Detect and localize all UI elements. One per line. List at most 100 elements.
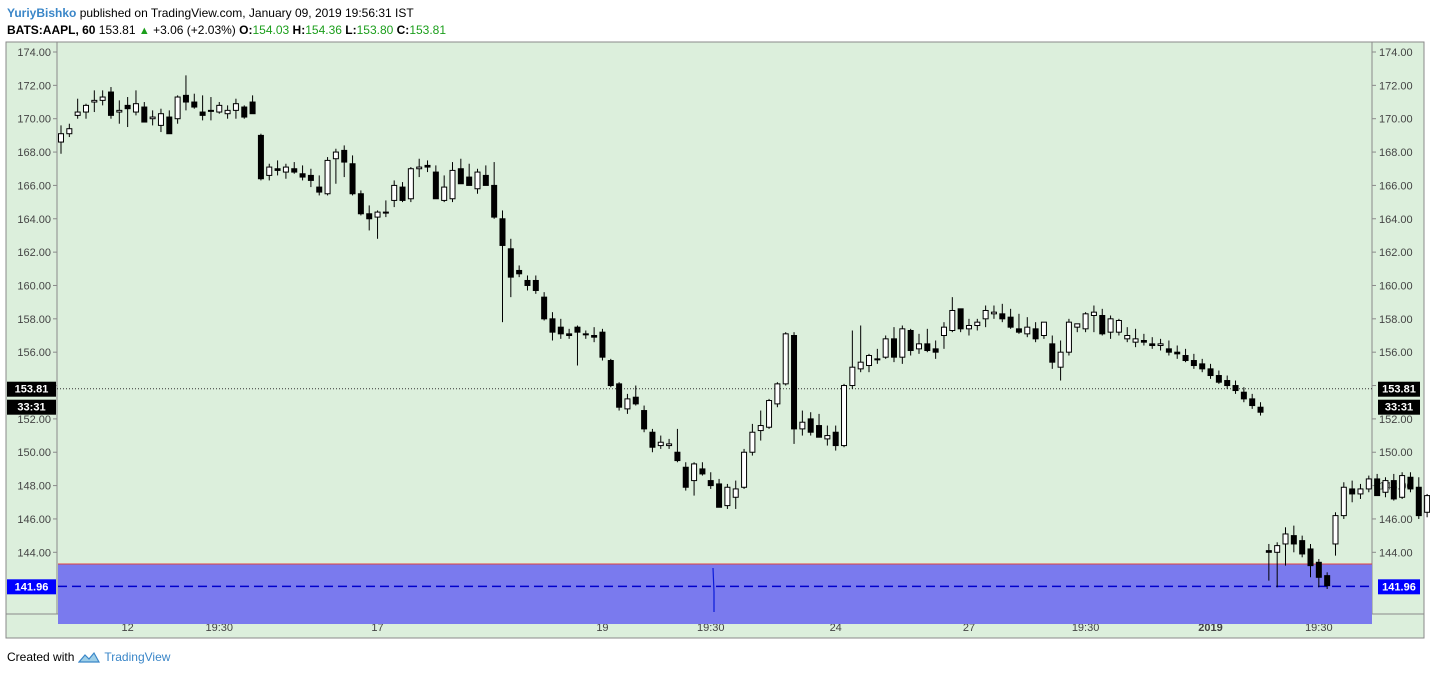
candle-body-down [791, 335, 798, 430]
low-value: 153.80 [356, 23, 394, 37]
candle-body-down [249, 101, 256, 115]
candle-body-up [149, 116, 156, 120]
x-tick-label: 17 [371, 622, 383, 634]
candle [349, 155, 356, 196]
candle [232, 98, 239, 119]
countdown-tag-left-bg [7, 399, 56, 415]
candlestick-chart[interactable]: 174.00 174.00 172.00 172.00 170.00 170.00 168.… [0, 0, 1430, 645]
candle [891, 327, 897, 363]
candle [1074, 323, 1081, 333]
candle-body-up [782, 333, 789, 385]
candle-body-down [482, 174, 489, 186]
candle [716, 478, 723, 508]
candle-body-up [666, 443, 673, 447]
candle [574, 325, 581, 366]
candle-body-down [1015, 328, 1022, 333]
candle [907, 328, 914, 356]
author-name[interactable]: YuriyBishko [7, 6, 77, 20]
candle-body-up [982, 309, 989, 320]
close-value: 153.81 [409, 23, 447, 37]
candle [557, 318, 564, 339]
candle [132, 90, 139, 116]
candle [841, 383, 848, 448]
candle-body-up [1124, 335, 1131, 340]
candle-body-down [1407, 476, 1414, 490]
candle [316, 175, 323, 196]
candle-body-down [574, 326, 581, 333]
candle-body-up [766, 400, 773, 428]
y-tick-label-right: 166.00 [1379, 180, 1413, 192]
candle-body-up [1399, 475, 1406, 498]
candle-body-down [141, 106, 148, 123]
candle-body-up [99, 96, 106, 101]
candle [982, 305, 989, 328]
candle-body-up [407, 168, 414, 200]
y-tick-label-left: 152.00 [17, 414, 51, 426]
candle-body-up [1024, 326, 1031, 335]
y-tick-label-left: 158.00 [17, 314, 51, 326]
candle-body-up [882, 338, 889, 358]
candle [1107, 315, 1114, 339]
candle-body-down [257, 134, 264, 180]
candle [166, 110, 173, 135]
candle-body-down [182, 94, 189, 103]
candle [66, 123, 73, 138]
candle [491, 162, 498, 219]
candle [1032, 322, 1039, 343]
candle [957, 308, 964, 333]
y-tick-label-right: 162.00 [1379, 247, 1413, 259]
candle-body-up [899, 328, 906, 358]
candle-body-down [1099, 314, 1106, 335]
candle-body-down [1165, 348, 1172, 353]
candle-body-down [599, 331, 606, 358]
candle [1415, 477, 1422, 519]
candle-body-up [965, 324, 972, 330]
candle [1382, 477, 1389, 498]
candle [1099, 308, 1106, 336]
candle-body-up [441, 186, 448, 201]
candle [1049, 335, 1056, 369]
candle [999, 303, 1006, 323]
candle-body-down [707, 480, 714, 487]
drawn-vertical-mark [712, 567, 715, 612]
candle-body-up [1107, 318, 1114, 333]
candle [216, 102, 223, 114]
countdown-tag-left-text: 33:31 [17, 402, 45, 414]
candle [507, 238, 514, 298]
candle-body-down [466, 176, 473, 186]
tradingview-brand[interactable]: TradingView [104, 650, 171, 664]
candle [182, 75, 189, 111]
y-tick-label-left: 172.00 [17, 80, 51, 92]
candle-body-down [1290, 535, 1297, 545]
candle-body-down [191, 101, 198, 108]
candle [674, 428, 681, 463]
candle [399, 182, 406, 203]
y-tick-label-left: 156.00 [17, 347, 51, 359]
candle-body-down [1190, 360, 1197, 367]
current-price-tag-right-text: 153.81 [1382, 384, 1416, 396]
candle-body-up [624, 398, 631, 410]
publish-header: YuriyBishko published on TradingView.com… [7, 5, 414, 21]
candle-body-down [424, 164, 431, 168]
candle [99, 90, 106, 106]
candle-body-up [940, 326, 947, 337]
y-tick-label-right: 164.00 [1379, 214, 1413, 226]
candle-body-down [199, 111, 206, 116]
candle-body-down [1224, 380, 1231, 387]
candle-body-up [91, 99, 98, 103]
candle [1407, 472, 1414, 493]
candle-body-down [557, 326, 564, 335]
candle-body-up [449, 169, 456, 200]
candle [366, 205, 373, 231]
candle [1357, 483, 1364, 499]
candle [82, 103, 89, 119]
y-tick-label-left: 168.00 [17, 147, 51, 159]
candle [416, 158, 423, 178]
candle [174, 95, 181, 124]
y-tick-label-right: 144.00 [1379, 547, 1413, 559]
y-tick-label-right: 146.00 [1379, 514, 1413, 526]
candle [141, 102, 148, 123]
candle-body-up [1340, 486, 1347, 517]
y-tick-label-right: 160.00 [1379, 280, 1413, 292]
candle-body-up [1157, 343, 1164, 347]
